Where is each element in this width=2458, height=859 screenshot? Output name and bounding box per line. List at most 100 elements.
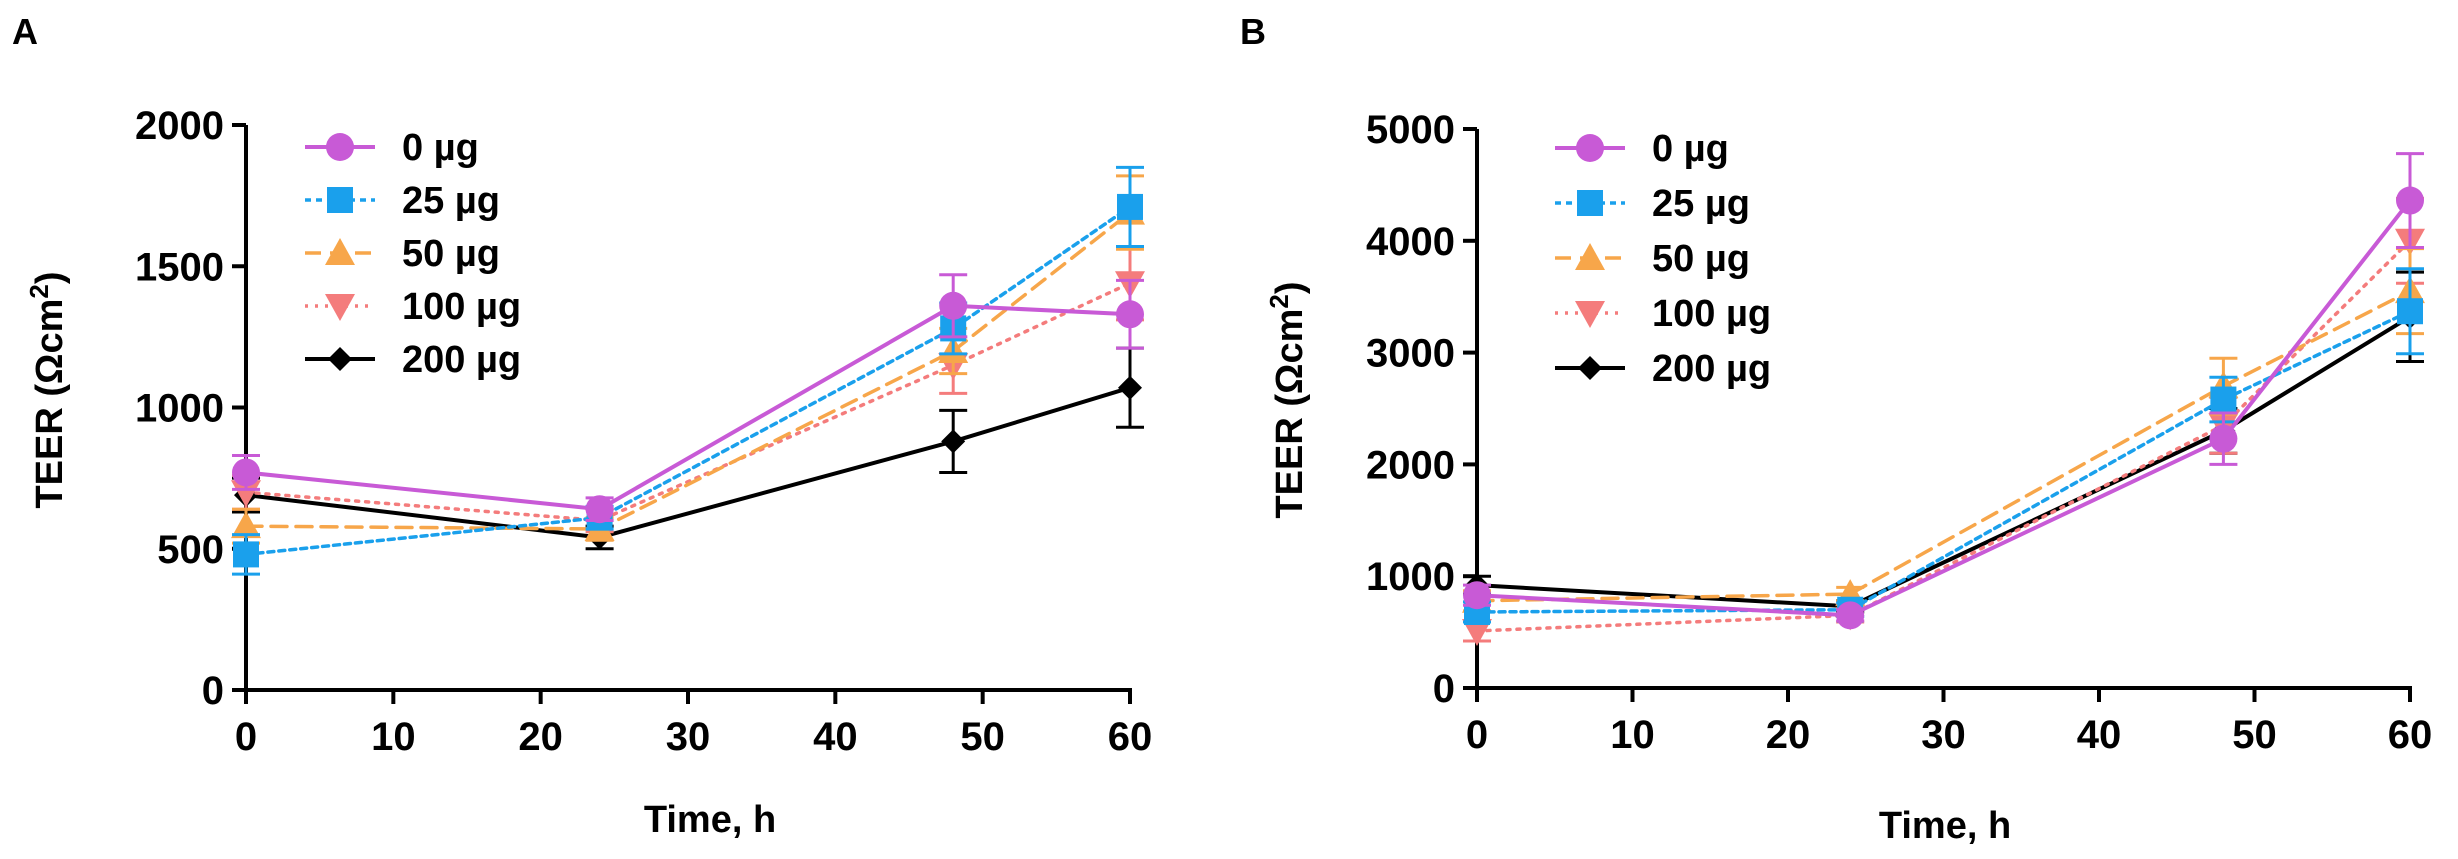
- panel-a-y-tick-label: 500: [157, 528, 224, 572]
- panel-a-legend-label: 50 µg: [402, 233, 500, 275]
- panel-a-series-line: [244, 281, 1132, 523]
- panel-a-x-tick-label: 10: [371, 715, 416, 759]
- panel-a-series-line: [244, 205, 1132, 557]
- panel-a-x-tick-label: 40: [813, 715, 858, 759]
- panel-b-data-point: [2209, 424, 2238, 453]
- panel-a-y-tick-label: 2000: [135, 104, 224, 148]
- panel-a-x-axis-title: Time, h: [644, 799, 776, 841]
- panel-a-y-tick-label: 1500: [135, 245, 224, 289]
- panel-b-series-3: [1462, 196, 2425, 646]
- panel-b-series-line: [1475, 309, 2412, 614]
- panel-a-plot-area: [231, 165, 1145, 576]
- panel-a-label: A: [12, 11, 38, 52]
- panel-a-legend-marker: [326, 133, 354, 161]
- panel-b-legend-marker: [1575, 243, 1605, 270]
- panel-a-x-tick-label: 30: [666, 715, 711, 759]
- panel-b-data-point: [2396, 186, 2424, 215]
- panel-b-data-point: [2210, 386, 2237, 413]
- panel-a-data-point: [233, 541, 259, 568]
- panel-b-y-axis-title: TEER (Ωcm2): [1264, 281, 1311, 518]
- panel-a-data-point: [941, 429, 966, 454]
- panel-b-legend-item: 50 µg: [1555, 238, 1750, 280]
- panel-a: A Time, h TEER (Ωcm2) 0 500 1000 1500 2000 0 1…: [12, 11, 1152, 841]
- panel-b-label: B: [1240, 11, 1266, 52]
- panel-a-legend-marker: [325, 238, 355, 265]
- panel-a-data-point: [585, 495, 614, 524]
- panel-a-data-point: [231, 480, 261, 508]
- panel-b-y-tick-label: 4000: [1366, 220, 1455, 264]
- panel-b-x-tick-label: 20: [1766, 713, 1811, 757]
- panel-b-legend-marker: [1578, 356, 1602, 380]
- panel-a-axes: 0 500 1000 1500 2000 0 10 20 30 40 50 60: [135, 104, 1152, 759]
- panel-b-x-tick-label: 10: [1610, 713, 1655, 757]
- panel-a-legend-item: 100 µg: [305, 286, 521, 328]
- panel-b-series-line: [1475, 289, 2412, 603]
- panel-b-data-point: [1836, 601, 1865, 630]
- panel-a-x-tick-label: 50: [960, 715, 1005, 759]
- panel-a-legend-label: 0 µg: [402, 127, 479, 169]
- panel-a-x-tick-label: 0: [235, 715, 257, 759]
- panel-b-data-point: [2397, 298, 2423, 325]
- panel-b-x-tick-label: 0: [1466, 713, 1488, 757]
- panel-b-legend-marker: [1575, 301, 1605, 328]
- panel-b-y-tick-label: 0: [1433, 667, 1455, 711]
- panel-b-legend-marker: [1576, 134, 1604, 162]
- panel-a-series-4: [232, 346, 1144, 551]
- panel-a-y-tick-label: 1000: [135, 387, 224, 431]
- panel-b-legend-label: 100 µg: [1652, 293, 1771, 335]
- panel-a-series-line: [244, 385, 1132, 540]
- panel-a-series-line: [244, 210, 1132, 531]
- panel-a-legend-label: 25 µg: [402, 180, 500, 222]
- panel-a-data-point: [232, 458, 260, 487]
- panel-b-y-tick-label: 3000: [1366, 332, 1455, 376]
- panel-a-legend-label: 200 µg: [402, 339, 521, 381]
- panel-b-series-line: [1475, 314, 2412, 609]
- panel-a-legend-item: 25 µg: [305, 180, 500, 222]
- panel-b-legend-label: 0 µg: [1652, 128, 1729, 170]
- panel-b-x-tick-label: 40: [2077, 713, 2122, 757]
- panel-a-y-axis-title: TEER (Ωcm2): [24, 271, 71, 508]
- panel-b: B Time, h TEER (Ωcm2) 0 1000 2000 3000 4000 5…: [1240, 11, 2432, 847]
- panel-b-series-line: [1475, 239, 2412, 633]
- panel-b-x-tick-label: 60: [2388, 713, 2433, 757]
- panel-b-legend-label: 25 µg: [1652, 183, 1750, 225]
- panel-a-legend-marker: [328, 347, 352, 371]
- panel-a-legend-item: 50 µg: [305, 233, 500, 275]
- panel-a-x-tick-label: 60: [1108, 715, 1153, 759]
- panel-a-legend-item: 0 µg: [305, 127, 479, 169]
- panel-a-data-point: [939, 291, 968, 320]
- panel-b-x-tick-label: 50: [2232, 713, 2277, 757]
- panel-b-x-tick-label: 30: [1921, 713, 1966, 757]
- panel-a-series-line: [244, 303, 1132, 512]
- panel-b-series-0: [1463, 152, 2424, 630]
- panel-a-y-tick-label: 0: [202, 669, 224, 713]
- panel-b-series-line: [1475, 198, 2412, 618]
- panel-b-legend-item: 25 µg: [1555, 183, 1750, 225]
- panel-b-data-point: [1462, 618, 1492, 646]
- panel-b-y-tick-label: 2000: [1366, 443, 1455, 487]
- panel-a-data-point: [1118, 375, 1142, 400]
- panel-a-data-point: [231, 511, 261, 539]
- panel-b-y-tick-label: 1000: [1366, 555, 1455, 599]
- panel-b-axes: 0 1000 2000 3000 4000 5000 0 10 20 30 40 50 60: [1366, 108, 2432, 757]
- panel-b-legend-item: 100 µg: [1555, 293, 1771, 335]
- panel-b-y-tick-label: 5000: [1366, 108, 1455, 152]
- panel-a-legend-marker: [325, 294, 355, 321]
- panel-b-data-point: [1463, 581, 1491, 610]
- panel-a-legend-label: 100 µg: [402, 286, 521, 328]
- panel-a-legend-item: 200 µg: [305, 339, 521, 381]
- panel-a-legend-marker: [327, 187, 353, 213]
- panel-b-legend-marker: [1577, 190, 1603, 216]
- panel-a-series-0: [232, 273, 1144, 524]
- panel-a-data-point: [1117, 193, 1143, 220]
- panel-b-legend-item: 0 µg: [1555, 128, 1729, 170]
- panel-b-legend-item: 200 µg: [1555, 348, 1771, 390]
- panel-b-plot-area: [1462, 152, 2425, 646]
- panel-a-data-point: [1116, 300, 1144, 329]
- panel-b-legend-label: 200 µg: [1652, 348, 1771, 390]
- panel-a-legend: 0 µg 25 µg 50 µg 100 µg 200 µg: [305, 127, 521, 381]
- panel-b-legend-label: 50 µg: [1652, 238, 1750, 280]
- panel-a-x-tick-label: 20: [518, 715, 563, 759]
- panel-b-x-axis-title: Time, h: [1879, 805, 2011, 847]
